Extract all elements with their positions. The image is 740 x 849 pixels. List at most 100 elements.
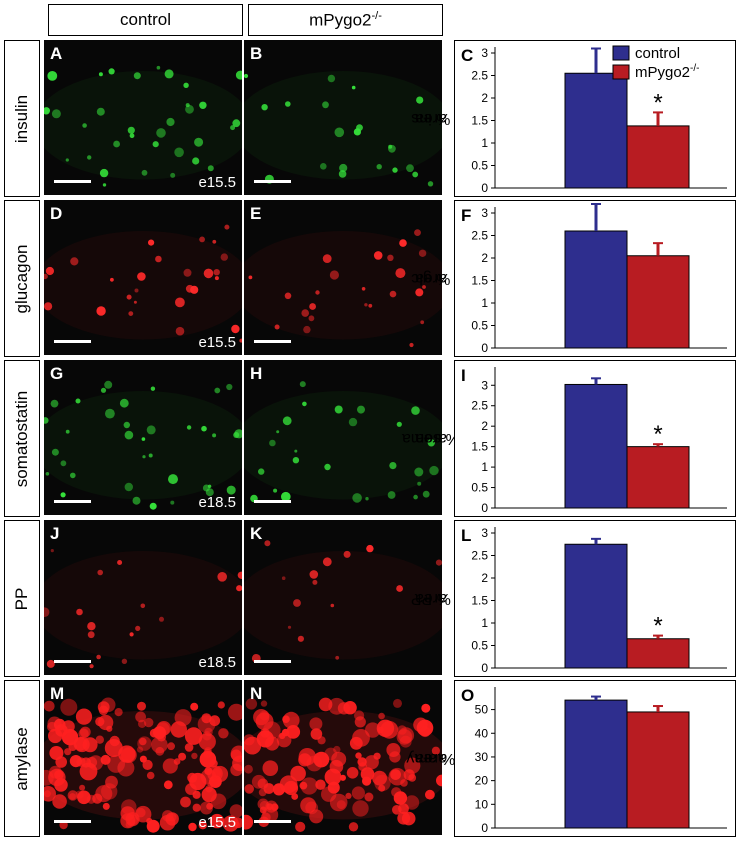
svg-shape: [44, 520, 242, 675]
y-tick-label: 1.5: [471, 114, 488, 128]
svg-shape: [274, 324, 280, 330]
svg-shape: [435, 559, 442, 566]
svg-shape: [44, 273, 48, 280]
svg-shape: [299, 381, 306, 388]
embryonic-stage-label: e18.5: [198, 494, 236, 511]
svg-shape: [199, 101, 207, 109]
svg-shape: [164, 69, 174, 79]
y-tick-label: 1: [481, 136, 488, 150]
column-header-control-text: control: [119, 10, 172, 29]
svg-shape: [137, 736, 152, 751]
svg-shape: [312, 579, 318, 585]
svg-shape: [174, 147, 184, 158]
legend-swatch-mutant: [612, 64, 630, 80]
svg-shape: [79, 784, 86, 791]
svg-shape: [388, 144, 396, 153]
y-tick-label: 0.5: [471, 319, 488, 333]
svg-shape: [119, 398, 129, 408]
y-tick-label: 0.5: [471, 481, 488, 495]
svg-shape: [100, 387, 107, 393]
svg-shape: [333, 745, 341, 754]
svg-shape: [207, 165, 214, 172]
svg-shape: [261, 104, 268, 111]
svg-shape: [76, 608, 83, 616]
panel-letter: K: [250, 524, 263, 543]
svg-shape: [260, 700, 268, 707]
svg-shape: [102, 802, 110, 810]
row-label-text: amylase: [12, 726, 31, 791]
y-tick-label: 1.5: [471, 274, 488, 288]
svg-shape: [322, 101, 329, 109]
svg-shape: [201, 425, 207, 432]
svg-shape: [70, 257, 79, 266]
svg-shape: [403, 769, 415, 781]
svg-shape: [75, 708, 93, 725]
y-tick-label: 0: [481, 661, 488, 675]
svg-shape: [198, 821, 207, 830]
svg-shape: [139, 737, 147, 746]
chart-svg: F 0 0.5 1 1.5 2 2.5 3: [461, 203, 727, 355]
svg-shape: [354, 716, 366, 728]
svg-shape: [64, 748, 72, 756]
micrograph-panel-k: K: [244, 520, 442, 675]
svg-shape: [282, 715, 290, 723]
svg-shape: [217, 572, 227, 582]
panel-letter: J: [50, 524, 60, 543]
svg-shape: [49, 765, 62, 779]
svg-shape: [343, 550, 351, 558]
row-label-glucagon: glucagon: [4, 200, 40, 357]
y-tick-label: 0: [481, 821, 488, 835]
embryonic-stage-label: e15.5: [198, 174, 236, 191]
svg-shape: [308, 315, 315, 322]
bar-control: [564, 543, 628, 669]
svg-shape: [348, 417, 358, 427]
svg-shape: [229, 804, 242, 818]
chart-panel-letter: I: [461, 366, 466, 385]
svg-shape: [255, 712, 274, 731]
svg-shape: [50, 399, 59, 408]
svg-shape: [351, 786, 365, 800]
svg-shape: [156, 65, 161, 70]
chart-panel-letter: L: [461, 526, 471, 545]
y-tick-label: 3: [481, 46, 488, 60]
svg-shape: [44, 231, 242, 340]
svg-shape: [67, 790, 78, 801]
svg-shape: [149, 502, 157, 510]
y-tick-label: 2.5: [471, 399, 488, 413]
svg-shape: [214, 387, 221, 394]
svg-shape: [353, 128, 361, 136]
svg-shape: [211, 765, 229, 783]
svg-shape: [105, 775, 118, 789]
svg-shape: [65, 429, 70, 434]
svg-shape: [214, 276, 219, 281]
svg-shape: [320, 163, 327, 170]
svg-shape: [293, 599, 301, 607]
svg-shape: [244, 73, 249, 79]
svg-shape: [294, 449, 298, 453]
y-tick-label: 20: [475, 774, 489, 788]
svg-shape: [262, 760, 279, 776]
svg-shape: [300, 797, 317, 814]
svg-shape: [372, 770, 387, 786]
svg-shape: [300, 777, 318, 795]
micrograph-image: [244, 680, 442, 835]
svg-shape: [201, 787, 217, 803]
svg-shape: [281, 491, 291, 502]
svg-shape: [233, 817, 242, 829]
svg-shape: [45, 266, 54, 276]
svg-shape: [361, 287, 366, 291]
chart-panel-letter: O: [461, 686, 474, 705]
row-label-text: glucagon: [12, 243, 31, 314]
svg-shape: [273, 488, 278, 493]
scale-bar: [54, 660, 91, 663]
svg-shape: [65, 158, 69, 162]
svg-shape: [376, 164, 382, 170]
svg-shape: [49, 746, 64, 760]
svg-shape: [409, 342, 414, 348]
svg-shape: [396, 421, 402, 427]
svg-shape: [46, 659, 55, 668]
svg-shape: [209, 715, 221, 727]
svg-shape: [184, 727, 203, 745]
svg-shape: [339, 774, 346, 781]
